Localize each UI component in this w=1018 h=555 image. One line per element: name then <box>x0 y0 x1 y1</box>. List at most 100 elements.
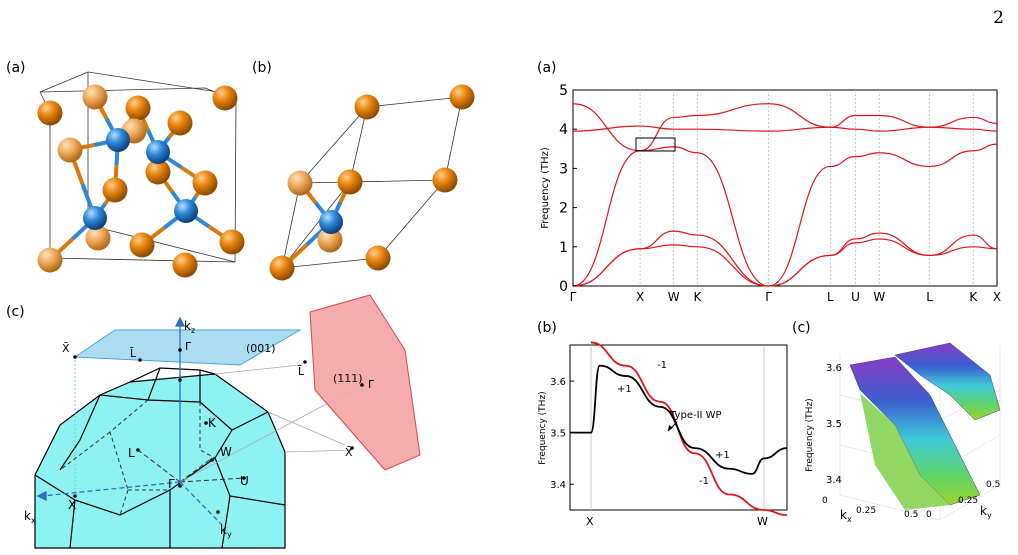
atom-orange <box>212 85 238 111</box>
band-xtick: L <box>926 290 933 304</box>
band-xtick: L <box>827 290 834 304</box>
band-ytick: 0 <box>559 279 568 295</box>
atom-blue <box>174 199 198 223</box>
zoom-plot-frame <box>569 344 788 511</box>
point-lbar-111: L̄ <box>297 365 305 378</box>
atom-orange <box>82 84 108 110</box>
kz-arrow-icon <box>174 316 186 327</box>
branch-label-3: +1 <box>715 450 730 461</box>
band-surface-chart: 3.6 3.5 3.4 Frequency (THz) 0 0.25 0.5 0… <box>805 342 1001 524</box>
atom-orange <box>219 229 245 255</box>
branch-label-1: -1 <box>657 360 667 371</box>
surface-sheet-front <box>860 393 950 510</box>
point-X: X <box>68 498 76 512</box>
atom-blue <box>146 140 170 164</box>
atom-orange <box>37 100 63 126</box>
zoom-series-red <box>590 341 788 517</box>
branch-label-4: -1 <box>699 476 709 487</box>
atom-orange <box>57 137 83 163</box>
surface-ztick-3.4: 3.4 <box>826 475 842 486</box>
band-xtick: K <box>693 290 702 304</box>
band-ytick: 1 <box>559 240 568 256</box>
band-xtick: Γ <box>765 290 772 304</box>
panel-label-left-c: (c) <box>6 304 25 320</box>
band-ytick: 5 <box>559 83 568 99</box>
point-xbar-001: X̄ <box>62 342 70 355</box>
band-ylabel: Frequency (THz) <box>540 147 551 229</box>
surface-kx-tick-0: 0 <box>822 496 828 506</box>
kz-label: kz <box>184 319 195 335</box>
zoom-ytick: 3.4 <box>550 480 566 491</box>
panel-label-right-b: (b) <box>537 320 557 336</box>
plane-111 <box>309 294 421 471</box>
atom-blue <box>319 210 343 234</box>
surface-sheet-upper <box>894 342 1001 421</box>
kx-label: kx <box>24 509 36 525</box>
surface-kx-label: kx <box>840 508 852 524</box>
plane-001 <box>73 329 302 366</box>
panel-label-right-c: (c) <box>792 320 811 336</box>
atom-orange <box>37 247 63 273</box>
zoom-series-black <box>570 364 788 475</box>
atom-orange <box>337 169 363 195</box>
type2-wp-annotation: Type-II WP <box>669 410 722 421</box>
band-ytick: 4 <box>559 122 568 138</box>
point-Gamma: Γ <box>168 477 175 491</box>
point-gammabar-111: Γ̄ <box>368 378 375 391</box>
atom-orange <box>167 110 193 136</box>
bz-hidden-edges <box>59 399 216 516</box>
atom-orange <box>129 232 155 258</box>
brillouin-zone-diagram: kz kx ky (001) (111) X̄ L̄ Γ̄ L̄ Γ̄ X̄ L… <box>24 294 421 549</box>
surface-ky-label: ky <box>980 504 992 520</box>
kx-arrow-icon <box>36 490 47 502</box>
band-xtick: U <box>851 290 860 304</box>
panel-label-left-a: (a) <box>6 60 26 76</box>
point-gammabar-001: Γ̄ <box>185 340 192 353</box>
surface-sheet-lower <box>849 356 981 506</box>
ky-label: ky <box>220 523 232 539</box>
plane-111-label: (111) <box>333 372 363 385</box>
gamma-U-line <box>179 477 245 483</box>
gamma-W-line <box>179 457 213 483</box>
point-W: W <box>220 445 232 459</box>
kx-axis <box>41 481 181 497</box>
atom-orange <box>354 94 380 120</box>
bz-solid-edges <box>34 367 286 549</box>
zoom-ytick: 3.6 <box>550 377 566 388</box>
point-K: K <box>208 416 217 430</box>
band-series-1 <box>572 143 998 287</box>
bz-body <box>34 373 286 549</box>
atom-orange <box>449 84 475 110</box>
panel-label-left-b: (b) <box>252 60 272 76</box>
surface-ky-tick-025: 0.25 <box>958 496 978 506</box>
surface-ztick-3.5: 3.5 <box>826 419 842 430</box>
atom-orange <box>432 167 458 193</box>
zoom-ylabel: Frequency (THz) <box>538 391 548 464</box>
band-series-4 <box>572 238 998 287</box>
zoom-xtick-W: W <box>757 515 768 528</box>
band-xtick: Γ <box>570 290 577 304</box>
surface-ztick-3.6: 3.6 <box>826 363 842 374</box>
gamma-L-line <box>137 449 181 483</box>
band-series-3 <box>572 230 998 287</box>
page-number: 2 <box>993 8 1004 28</box>
band-xtick: W <box>668 290 680 304</box>
atom-blue <box>83 206 107 230</box>
wp-arrowhead-icon <box>668 425 673 431</box>
band-xtick: K <box>969 290 978 304</box>
band-ytick: 3 <box>559 161 568 177</box>
atom-orange <box>172 252 198 278</box>
atom-orange <box>365 245 391 271</box>
primitive-cell <box>269 84 475 281</box>
point-L: L <box>128 446 135 460</box>
band-xtick: X <box>993 290 1001 304</box>
atom-orange <box>269 255 295 281</box>
surface-kx-tick-05: 0.5 <box>904 510 918 520</box>
zoom-box <box>635 137 676 152</box>
plane-001-label: (001) <box>246 342 276 355</box>
surface-kx-tick-025: 0.25 <box>856 506 876 516</box>
band-series-5 <box>572 125 998 132</box>
atom-orange <box>287 170 313 196</box>
branch-label-2: +1 <box>617 384 632 395</box>
conventional-cell <box>37 71 245 278</box>
